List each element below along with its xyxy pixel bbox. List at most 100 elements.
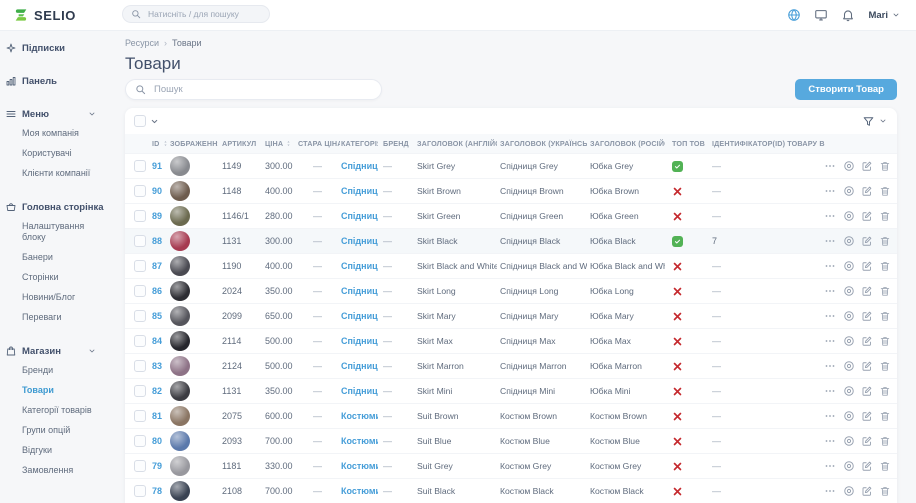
products-search[interactable]	[125, 79, 382, 100]
edit-button[interactable]	[861, 360, 873, 372]
edit-button[interactable]	[861, 185, 873, 197]
chevron-down-icon[interactable]	[150, 117, 159, 126]
sidebar-subitem-Відгуки[interactable]: Відгуки	[22, 445, 53, 455]
create-product-button[interactable]: Створити Товар	[795, 79, 897, 100]
row-checkbox[interactable]	[134, 385, 146, 397]
view-button[interactable]	[843, 235, 855, 247]
product-category-link[interactable]: Спідниці	[341, 386, 378, 396]
product-category-link[interactable]: Спідниці	[341, 336, 378, 346]
product-id-link[interactable]: 88	[152, 236, 163, 246]
column-header-price[interactable]: ЦІНА	[258, 134, 295, 153]
more-button[interactable]	[825, 460, 837, 472]
more-button[interactable]	[825, 160, 837, 172]
delete-button[interactable]	[879, 185, 891, 197]
sidebar-subitem-Налаштування блоку[interactable]: Налаштування блоку	[22, 221, 85, 242]
product-category-link[interactable]: Спідниці	[341, 261, 378, 271]
more-button[interactable]	[825, 385, 837, 397]
row-checkbox[interactable]	[134, 310, 146, 322]
row-checkbox[interactable]	[134, 485, 146, 497]
product-category-link[interactable]: Спідниці	[341, 361, 378, 371]
sidebar-item-Підписки[interactable]: Підписки	[5, 37, 110, 59]
product-id-link[interactable]: 91	[152, 161, 163, 171]
edit-button[interactable]	[861, 285, 873, 297]
delete-button[interactable]	[879, 335, 891, 347]
edit-button[interactable]	[861, 335, 873, 347]
delete-button[interactable]	[879, 460, 891, 472]
sidebar-subitem-Товари[interactable]: Товари	[22, 385, 54, 395]
product-category-link[interactable]: Спідниці	[341, 161, 378, 171]
product-id-link[interactable]: 84	[152, 336, 163, 346]
product-id-link[interactable]: 85	[152, 311, 163, 321]
edit-button[interactable]	[861, 210, 873, 222]
product-id-link[interactable]: 83	[152, 361, 163, 371]
column-header-brand[interactable]: БРЕНД	[378, 134, 412, 153]
breadcrumb-item-resources[interactable]: Ресурси	[125, 37, 160, 48]
more-button[interactable]	[825, 310, 837, 322]
product-category-link[interactable]: Костюми	[341, 486, 378, 496]
product-id-link[interactable]: 86	[152, 286, 163, 296]
row-checkbox[interactable]	[134, 235, 146, 247]
sort-icon[interactable]	[285, 139, 292, 148]
edit-button[interactable]	[861, 385, 873, 397]
more-button[interactable]	[825, 410, 837, 422]
row-checkbox[interactable]	[134, 285, 146, 297]
view-button[interactable]	[843, 285, 855, 297]
sidebar-subitem-Сторінки[interactable]: Сторінки	[22, 272, 59, 282]
view-button[interactable]	[843, 260, 855, 272]
desktop-icon[interactable]	[814, 8, 828, 22]
user-menu[interactable]: Mari	[868, 10, 900, 21]
product-category-link[interactable]: Спідниці	[341, 311, 378, 321]
sidebar-subitem-Замовлення[interactable]: Замовлення	[22, 465, 74, 475]
product-category-link[interactable]: Костюми	[341, 461, 378, 471]
edit-button[interactable]	[861, 310, 873, 322]
sidebar-item-Головна сторінка[interactable]: Головна сторінка	[5, 196, 110, 218]
product-id-link[interactable]: 89	[152, 211, 163, 221]
more-button[interactable]	[825, 285, 837, 297]
delete-button[interactable]	[879, 310, 891, 322]
view-button[interactable]	[843, 360, 855, 372]
row-checkbox[interactable]	[134, 410, 146, 422]
sidebar-item-Панель[interactable]: Панель	[5, 70, 110, 92]
column-header-id[interactable]: ID	[150, 134, 168, 153]
delete-button[interactable]	[879, 260, 891, 272]
edit-button[interactable]	[861, 485, 873, 497]
sidebar-subitem-Групи опцій[interactable]: Групи опцій	[22, 425, 71, 435]
product-id-link[interactable]: 87	[152, 261, 163, 271]
more-button[interactable]	[825, 210, 837, 222]
view-button[interactable]	[843, 460, 855, 472]
product-category-link[interactable]: Спідниці	[341, 211, 378, 221]
delete-button[interactable]	[879, 385, 891, 397]
sidebar-item-Магазин[interactable]: Магазин	[5, 340, 110, 362]
product-id-link[interactable]: 90	[152, 186, 163, 196]
product-id-link[interactable]: 82	[152, 386, 163, 396]
column-header-category[interactable]: КАТЕГОРІЯ	[340, 134, 378, 153]
filter-icon[interactable]	[862, 115, 875, 128]
delete-button[interactable]	[879, 210, 891, 222]
select-all-checkbox[interactable]	[134, 115, 146, 127]
sidebar-subitem-Бренди[interactable]: Бренди	[22, 365, 54, 375]
edit-button[interactable]	[861, 235, 873, 247]
product-id-link[interactable]: 79	[152, 461, 163, 471]
product-category-link[interactable]: Спідниці	[341, 236, 378, 246]
view-button[interactable]	[843, 335, 855, 347]
more-button[interactable]	[825, 335, 837, 347]
more-button[interactable]	[825, 360, 837, 372]
delete-button[interactable]	[879, 485, 891, 497]
more-button[interactable]	[825, 485, 837, 497]
delete-button[interactable]	[879, 285, 891, 297]
product-id-link[interactable]: 81	[152, 411, 163, 421]
sidebar-subitem-Переваги[interactable]: Переваги	[22, 312, 62, 322]
view-button[interactable]	[843, 185, 855, 197]
view-button[interactable]	[843, 210, 855, 222]
edit-button[interactable]	[861, 410, 873, 422]
products-search-input[interactable]	[152, 83, 372, 96]
edit-button[interactable]	[861, 435, 873, 447]
chevron-down-icon[interactable]	[879, 117, 887, 125]
delete-button[interactable]	[879, 435, 891, 447]
product-category-link[interactable]: Спідниці	[341, 286, 378, 296]
view-button[interactable]	[843, 160, 855, 172]
edit-button[interactable]	[861, 460, 873, 472]
row-checkbox[interactable]	[134, 335, 146, 347]
more-button[interactable]	[825, 260, 837, 272]
delete-button[interactable]	[879, 235, 891, 247]
